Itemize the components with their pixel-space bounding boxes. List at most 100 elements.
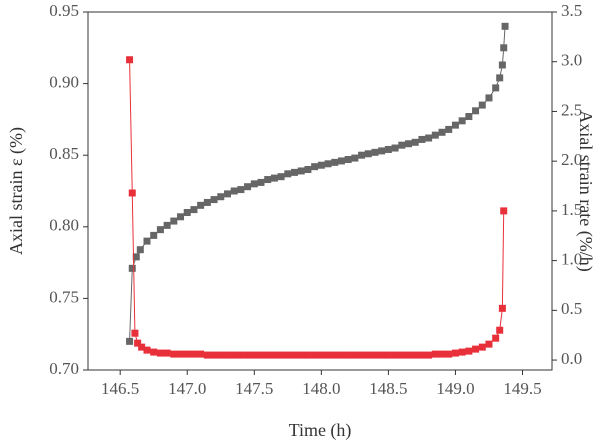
x-tick-label: 148.5 <box>369 379 407 398</box>
marker <box>498 61 506 69</box>
marker <box>150 348 158 356</box>
y2-axis-label: Axial strain rate (%/h) <box>575 110 596 271</box>
marker <box>384 351 392 359</box>
marker <box>197 350 205 358</box>
marker <box>465 347 473 355</box>
marker <box>358 151 366 159</box>
marker <box>128 264 136 272</box>
marker <box>163 221 171 229</box>
marker <box>418 351 426 359</box>
marker <box>230 351 238 359</box>
marker <box>190 350 198 358</box>
series-line <box>129 26 506 342</box>
marker <box>210 196 218 204</box>
marker <box>451 121 459 129</box>
x-axis-label: Time (h) <box>289 420 352 441</box>
y-tick-label: 0.90 <box>49 73 79 92</box>
marker <box>398 351 406 359</box>
marker <box>496 74 504 82</box>
marker <box>277 351 285 359</box>
marker <box>478 343 486 351</box>
marker <box>384 145 392 153</box>
marker <box>337 157 345 165</box>
marker <box>297 167 305 175</box>
marker <box>183 208 191 216</box>
marker <box>331 158 339 166</box>
marker <box>398 141 406 149</box>
marker <box>304 351 312 359</box>
plot-frame <box>87 11 553 371</box>
marker <box>337 351 345 359</box>
marker <box>344 351 352 359</box>
marker <box>270 351 278 359</box>
marker <box>498 304 506 312</box>
marker <box>500 44 508 52</box>
marker <box>217 193 225 201</box>
marker <box>244 351 252 359</box>
marker <box>485 94 493 102</box>
marker <box>364 351 372 359</box>
y2-tick-label: 3.0 <box>561 51 582 70</box>
marker <box>170 217 178 225</box>
marker <box>364 150 372 158</box>
marker <box>344 155 352 163</box>
marker <box>250 351 258 359</box>
x-tick-label: 148.0 <box>302 379 340 398</box>
marker <box>371 351 379 359</box>
marker <box>264 176 272 184</box>
marker <box>250 180 258 188</box>
x-tick-label: 147.5 <box>235 379 273 398</box>
marker <box>183 350 191 358</box>
marker <box>391 351 399 359</box>
marker <box>134 339 142 347</box>
marker <box>132 253 140 261</box>
marker <box>438 350 446 358</box>
marker <box>411 351 419 359</box>
marker <box>156 349 164 357</box>
y2-tick-label: 0.0 <box>561 349 582 368</box>
marker <box>143 237 151 245</box>
marker <box>311 163 319 171</box>
marker <box>465 113 473 121</box>
y-tick-label: 0.70 <box>49 359 79 378</box>
y-axis-label: Axial strain ε (%) <box>6 127 27 255</box>
marker <box>500 207 508 215</box>
marker <box>317 161 325 169</box>
marker <box>371 148 379 156</box>
marker <box>177 350 185 358</box>
marker <box>431 131 439 139</box>
marker <box>223 190 231 198</box>
y-tick-label: 0.75 <box>49 287 79 306</box>
marker <box>297 351 305 359</box>
marker <box>438 128 446 136</box>
marker <box>411 138 419 146</box>
marker <box>126 56 134 64</box>
x-tick-label: 149.0 <box>436 379 474 398</box>
marker <box>291 168 299 176</box>
marker <box>177 213 185 221</box>
marker <box>458 117 466 125</box>
series-line <box>129 59 505 356</box>
marker <box>291 351 299 359</box>
marker <box>358 351 366 359</box>
marker <box>284 351 292 359</box>
marker <box>230 187 238 195</box>
marker <box>425 134 433 142</box>
marker <box>170 350 178 358</box>
marker <box>405 140 413 148</box>
marker <box>378 147 386 155</box>
y2-tick-label: 3.5 <box>561 1 582 20</box>
marker <box>203 198 211 206</box>
marker <box>492 334 500 342</box>
marker <box>244 183 252 191</box>
x-tick-label: 149.5 <box>503 379 541 398</box>
marker <box>418 135 426 143</box>
y-tick-label: 0.80 <box>49 216 79 235</box>
y-tick-label: 0.95 <box>49 1 79 20</box>
y2-tick-label: 0.5 <box>561 299 582 318</box>
y2-tick-label: 1.5 <box>561 200 582 219</box>
y2-tick-label: 2.5 <box>561 100 582 119</box>
marker <box>156 226 164 234</box>
